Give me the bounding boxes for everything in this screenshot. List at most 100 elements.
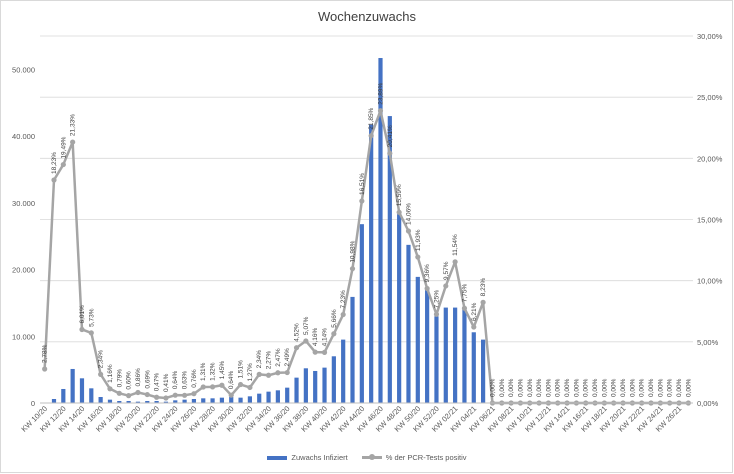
line-point [172,392,178,398]
data-label: 0,00% [601,378,608,397]
bar [266,391,271,403]
y-left-tick-label: 50.000 [12,65,35,74]
data-label: 0,41% [163,373,170,392]
data-label: 7,75% [461,284,468,303]
bar [453,307,458,403]
line-point [265,372,272,378]
line-point [471,324,477,330]
data-label: 0,00% [667,378,674,397]
data-label: 16,51% [359,173,366,195]
bar [481,339,486,403]
y-right-tick-label: 25,00% [697,93,723,102]
line-point [293,345,300,351]
bar [359,224,364,403]
data-label: 0,00% [545,378,552,397]
data-label: 6,01% [79,305,86,324]
y-right-tick-label: 15,00% [697,216,723,225]
line-point [359,198,365,204]
line-point [284,369,290,376]
line-point [51,177,57,183]
line-point [480,299,486,305]
bar [117,400,122,403]
line-point [256,371,262,377]
y-right-tick-label: 0,00% [697,399,719,408]
bar [98,396,103,403]
data-label: 4,52% [294,323,301,342]
bar [191,398,197,403]
line-point [135,389,141,396]
y-left-tick-label: 30.000 [12,199,35,208]
bar [247,396,252,403]
data-label: 0,00% [583,378,590,397]
line-point [415,254,421,260]
line-path [43,109,689,405]
bar [210,398,215,403]
bar [229,396,234,403]
data-label: 19,49% [60,136,67,158]
bar [238,397,243,403]
line-data-labels: 2,78%18,23%19,49%21,33%6,01% 5,73%2,34%1,… [42,82,693,397]
data-label: 2,47% [275,348,282,367]
data-label: 20,41% [387,125,394,147]
data-label: 0,00% [611,378,618,397]
y-right-tick-label: 20,00% [697,154,723,163]
data-label: 0,69% [144,370,151,389]
data-label: 0,00% [657,378,664,397]
bar [154,400,159,403]
data-label: 1,45% [219,361,226,380]
line-point [181,392,188,398]
line-point [340,311,346,318]
line-point [443,283,449,289]
data-label: 2,78% [42,344,49,363]
data-label: 1,16% [107,364,114,383]
data-label: 5,66% [331,309,338,328]
y-left-tick-label: 0 [31,399,35,408]
y-right-tick-label: 10,00% [697,277,723,286]
line-point [368,133,374,139]
data-label: 4,16% [312,327,319,346]
data-label: 11,93% [415,229,422,251]
data-label: 1,31% [200,362,207,381]
bar [294,377,299,403]
y-left-tick-label: 40.000 [12,132,35,141]
line-point [312,349,318,355]
data-label: 0,00% [629,378,636,397]
data-label: 0,64% [172,371,179,390]
y-axis-left: 0 10.000 20.000 30.000 40.000 50.000 [12,65,35,408]
bar [303,368,308,403]
bar [126,400,131,403]
line-point [228,392,234,398]
bar [425,289,430,403]
line-point [452,259,458,265]
chart-title: Wochenzuwachs [317,9,417,24]
bar [275,390,280,403]
line-point [98,371,104,377]
bar [201,398,206,403]
data-label: 0,00% [489,378,496,397]
bar [145,400,150,403]
line-point [321,349,328,355]
data-label: 2,27% [266,351,273,370]
y-left-tick-label: 20.000 [12,266,35,275]
bar [61,388,66,403]
bar [219,397,225,403]
data-label: 23,89% [377,82,384,104]
bar [471,332,476,403]
line-point [79,326,85,333]
data-label: 0,63% [182,371,189,390]
data-label: 0,76% [191,369,198,388]
legend-item-pcr: % der PCR-Tests positiv [361,453,467,462]
bar [285,387,290,403]
line-point [424,285,430,292]
y-right-tick-label: 5,00% [697,338,719,347]
bar [70,368,75,403]
bar [135,401,141,403]
bar [322,367,327,403]
bar [313,370,318,403]
data-label: 0,47% [154,373,161,392]
data-label: 0,00% [499,378,506,397]
bar [397,214,402,403]
bar [350,296,355,403]
bar [369,124,374,403]
data-label: 11,54% [452,234,459,256]
